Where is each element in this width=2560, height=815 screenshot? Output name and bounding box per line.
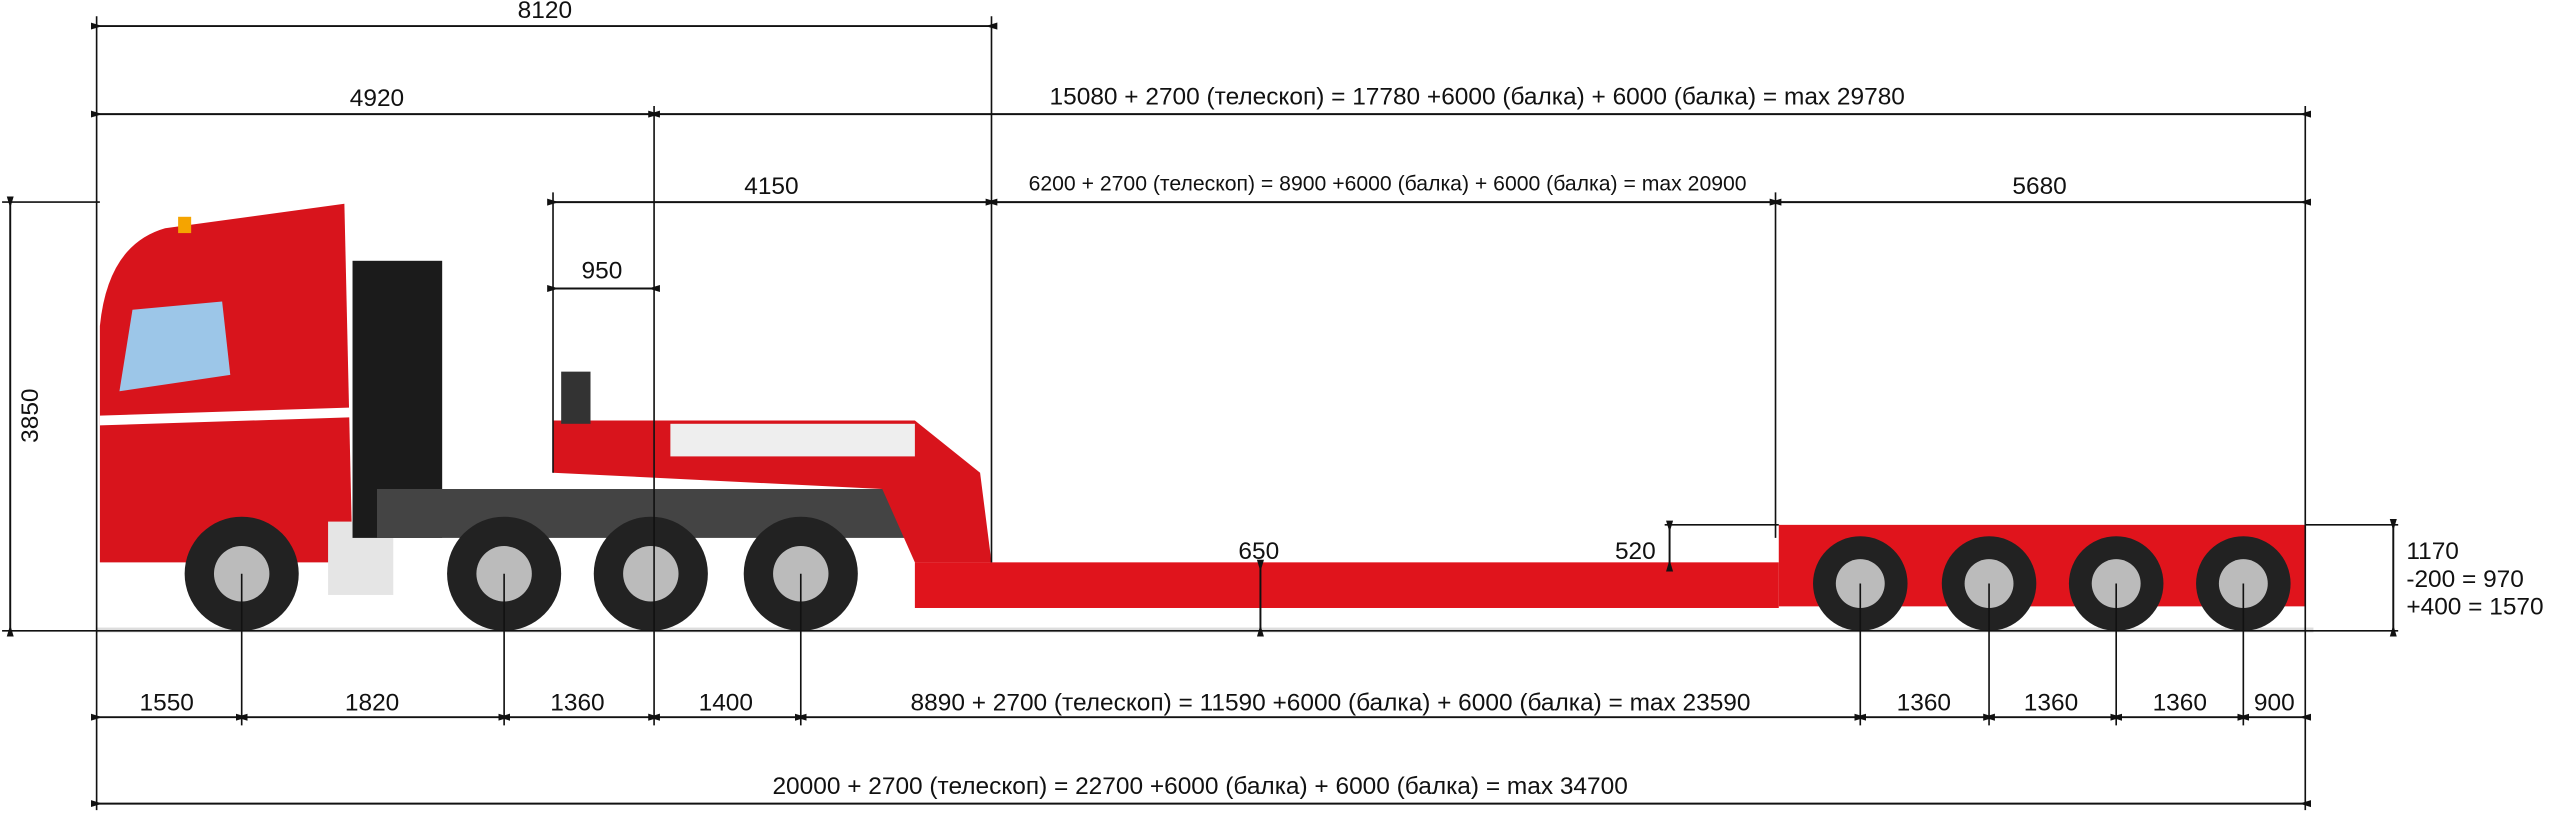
dim-label: 650	[1238, 538, 1279, 565]
extension-lines	[2, 16, 2399, 811]
dim-label: 1170	[2406, 538, 2459, 565]
labels: 8120 4920 15080 + 2700 (телескоп) = 1778…	[17, 0, 2544, 800]
dim-label: 1820	[345, 690, 399, 717]
dim-label: 5680	[2012, 173, 2066, 200]
dim-label: 20000 + 2700 (телескоп) = 22700 +6000 (б…	[772, 773, 1627, 800]
dimension-lines	[6, 22, 2397, 808]
dim-label: 520	[1615, 538, 1656, 565]
dim-label: 8120	[518, 0, 572, 24]
dim-label: 6200 + 2700 (телескоп) = 8900 +6000 (бал…	[1029, 173, 1747, 196]
dim-label: 4920	[350, 85, 404, 112]
dim-label: 1400	[699, 690, 753, 717]
dim-label: 1360	[550, 690, 604, 717]
dim-label: 950	[582, 258, 623, 285]
dim-label: 1360	[2024, 690, 2078, 717]
dim-label: 8890 + 2700 (телескоп) = 11590 +6000 (ба…	[911, 690, 1751, 717]
dim-label: 900	[2254, 690, 2295, 717]
dim-label: 3850	[17, 388, 44, 442]
dim-label: -200 = 970	[2406, 566, 2524, 593]
vehicle	[96, 203, 2314, 633]
dim-label: 4150	[744, 173, 798, 200]
dim-label: 1360	[1897, 690, 1951, 717]
dim-label: 1360	[2153, 690, 2207, 717]
dim-label: 1550	[140, 690, 194, 717]
dim-label: +400 = 1570	[2406, 594, 2543, 621]
dim-label: 15080 + 2700 (телескоп) = 17780 +6000 (б…	[1050, 83, 1905, 110]
